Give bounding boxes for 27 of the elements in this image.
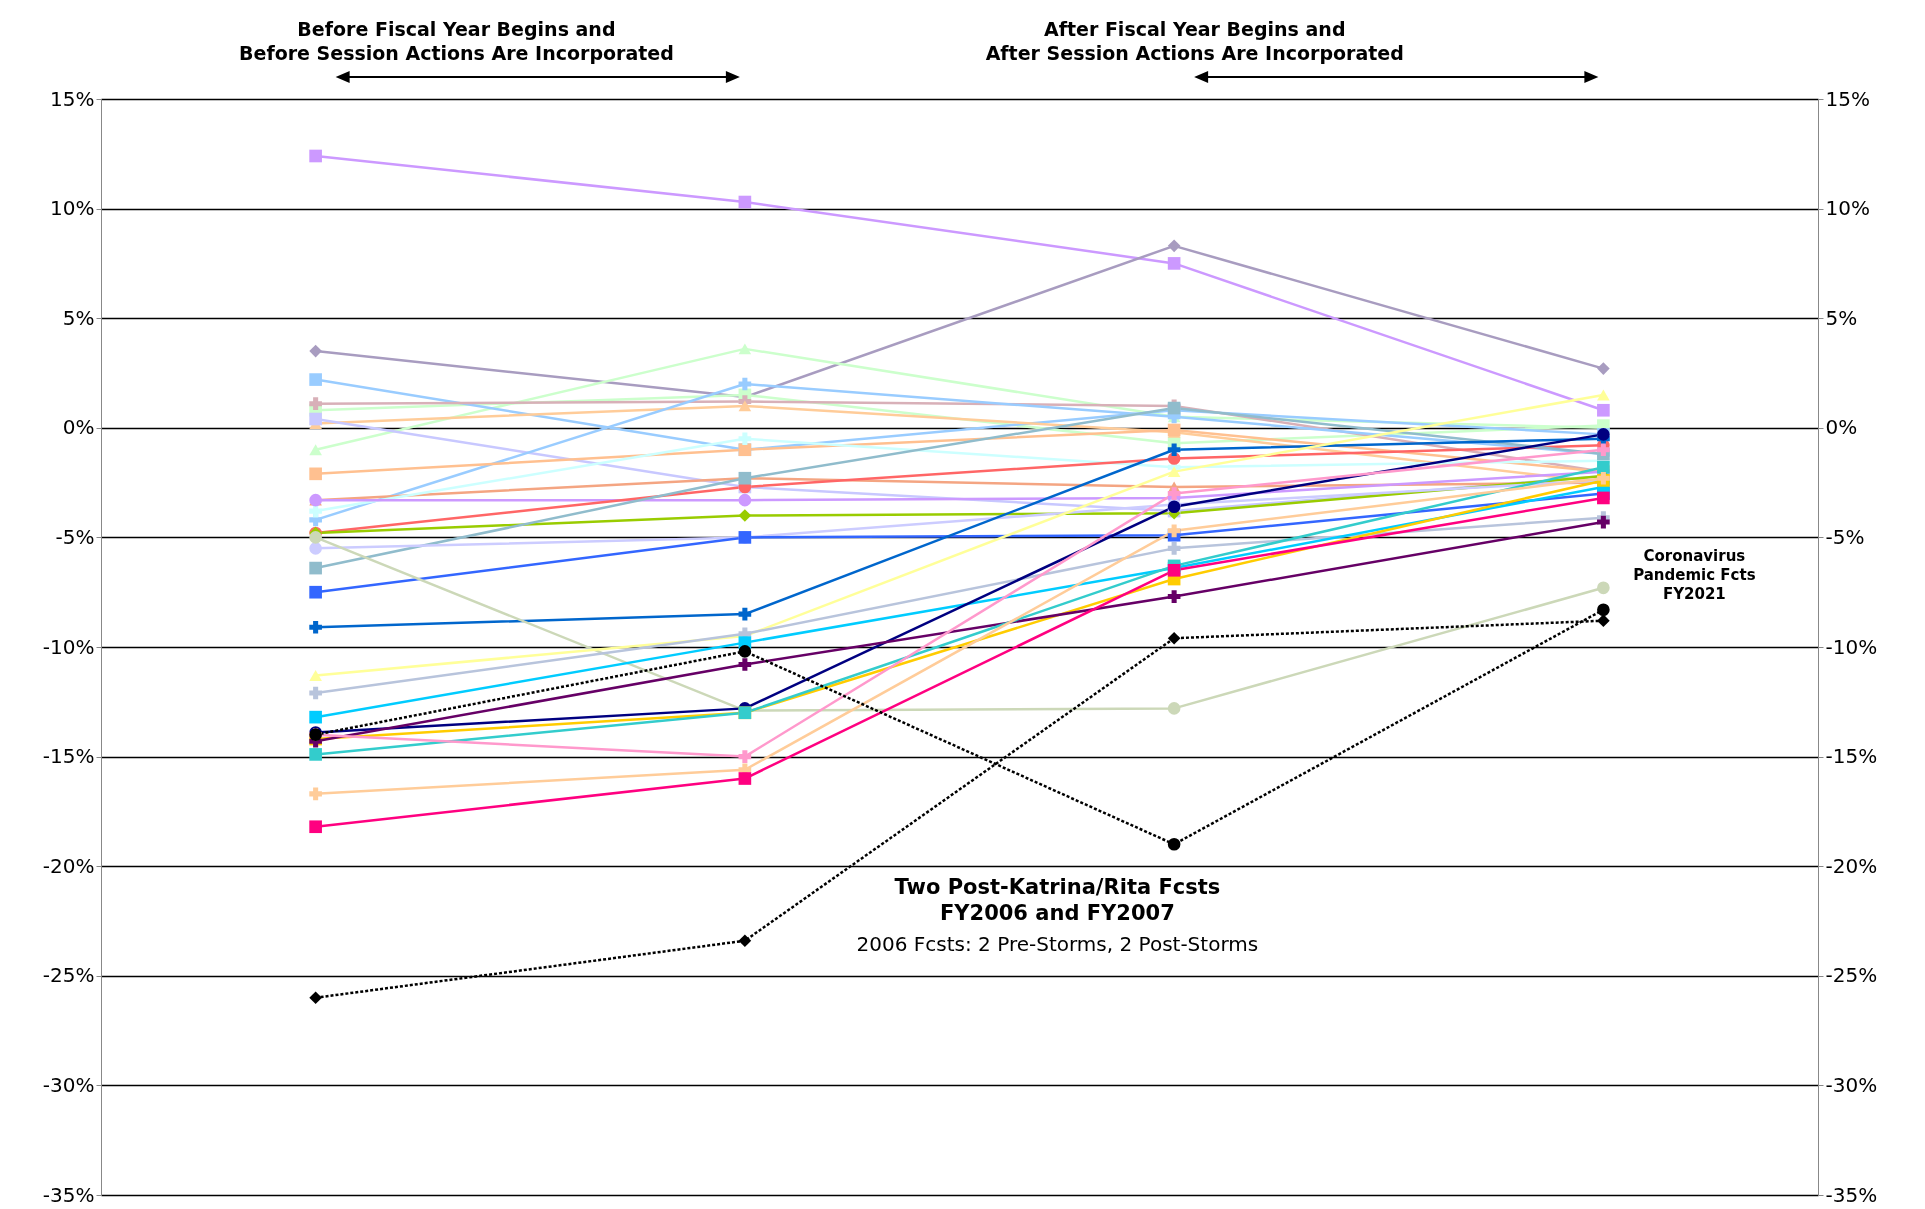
annotation: Coronavirus Pandemic Fcts FY2021 [1633,547,1756,603]
y-tick-label: -15% [42,744,95,769]
y-tick-label: -30% [42,1072,95,1097]
y2-tick-label: 5% [1825,305,1858,330]
y-tick-label: 5% [62,305,95,330]
y-tick-label: 15% [50,86,95,111]
y2-tick-label: 10% [1825,196,1870,221]
text: Before Fiscal Year Begins and Before Session Actions Are Incorporated [239,18,674,64]
annotation: 2006 Fcsts: 2 Pre-Storms, 2 Post-Storms [856,932,1259,956]
y-tick-label: -20% [42,853,95,878]
y2-tick-label: 15% [1825,86,1870,111]
y2-tick-label: -10% [1825,634,1878,659]
y2-tick-label: -5% [1825,524,1865,549]
y-tick-label: 10% [50,196,95,221]
y2-tick-label: -25% [1825,963,1878,988]
y-tick-label: -5% [55,524,95,549]
y2-tick-label: 0% [1825,415,1858,440]
y-tick-label: -10% [42,634,95,659]
y2-tick-label: -15% [1825,744,1878,769]
annotation: Two Post-Katrina/Rita Fcsts FY2006 and FY2007 [894,875,1221,926]
y-tick-label: 0% [62,415,95,440]
y-tick-label: -35% [42,1182,95,1207]
y2-tick-label: -35% [1825,1182,1878,1207]
text: After Fiscal Year Begins and After Session Actions Are Incorporated [985,18,1404,64]
y2-tick-label: -20% [1825,853,1878,878]
y-tick-label: -25% [42,963,95,988]
y2-tick-label: -30% [1825,1072,1878,1097]
